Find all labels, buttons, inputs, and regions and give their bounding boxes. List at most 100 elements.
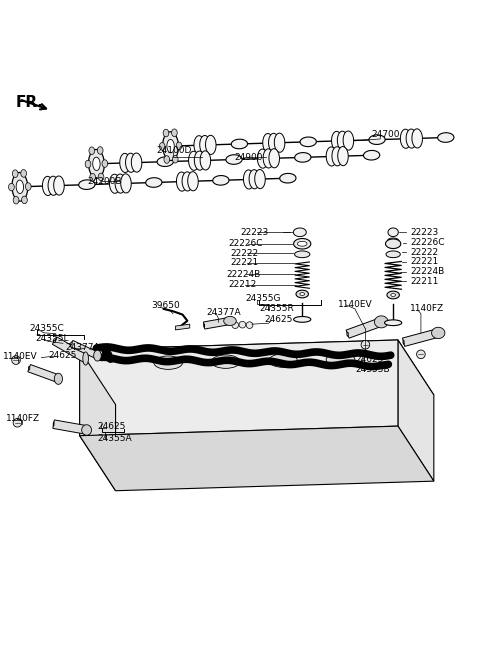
- Polygon shape: [200, 136, 210, 155]
- Polygon shape: [188, 172, 198, 191]
- Polygon shape: [175, 324, 190, 330]
- Text: 1140EV: 1140EV: [338, 300, 373, 308]
- Text: 24625: 24625: [355, 355, 383, 364]
- Polygon shape: [83, 352, 88, 365]
- Text: 24625: 24625: [48, 351, 77, 360]
- Polygon shape: [167, 140, 174, 153]
- Ellipse shape: [326, 353, 355, 366]
- Polygon shape: [22, 196, 27, 204]
- Polygon shape: [172, 155, 178, 163]
- Text: 39650: 39650: [152, 302, 180, 310]
- Polygon shape: [231, 139, 248, 149]
- Polygon shape: [263, 149, 274, 168]
- Polygon shape: [163, 132, 179, 161]
- Text: 1140EV: 1140EV: [3, 352, 38, 361]
- Polygon shape: [194, 151, 205, 170]
- Polygon shape: [48, 176, 59, 195]
- Polygon shape: [326, 147, 336, 166]
- Polygon shape: [90, 173, 96, 181]
- Polygon shape: [417, 350, 425, 359]
- Text: 22222: 22222: [410, 248, 438, 257]
- Polygon shape: [243, 170, 254, 189]
- Text: 22211: 22211: [410, 277, 438, 285]
- Polygon shape: [346, 318, 383, 338]
- Polygon shape: [12, 170, 18, 178]
- Polygon shape: [255, 169, 265, 189]
- Polygon shape: [109, 174, 120, 194]
- Polygon shape: [232, 322, 239, 329]
- Polygon shape: [403, 340, 404, 344]
- Polygon shape: [257, 149, 268, 168]
- Text: 22224B: 22224B: [410, 267, 444, 276]
- Polygon shape: [249, 170, 260, 189]
- Text: FR.: FR.: [16, 94, 44, 110]
- Polygon shape: [98, 173, 104, 181]
- Text: 24355B: 24355B: [355, 365, 389, 374]
- Polygon shape: [224, 316, 236, 325]
- Polygon shape: [16, 180, 24, 194]
- Polygon shape: [12, 182, 28, 192]
- Polygon shape: [54, 373, 62, 384]
- Polygon shape: [9, 183, 14, 191]
- Polygon shape: [369, 135, 385, 144]
- Polygon shape: [120, 154, 130, 173]
- Polygon shape: [295, 153, 311, 162]
- Polygon shape: [80, 340, 398, 436]
- Polygon shape: [80, 350, 116, 491]
- Polygon shape: [239, 321, 246, 328]
- Polygon shape: [157, 157, 173, 167]
- Polygon shape: [438, 133, 454, 142]
- Polygon shape: [120, 174, 131, 193]
- Polygon shape: [13, 419, 22, 427]
- Polygon shape: [263, 134, 273, 153]
- Text: 22226C: 22226C: [228, 239, 263, 248]
- Polygon shape: [88, 159, 105, 169]
- Polygon shape: [200, 151, 211, 170]
- Polygon shape: [387, 291, 399, 298]
- Polygon shape: [146, 178, 162, 188]
- Polygon shape: [385, 239, 401, 249]
- Polygon shape: [85, 160, 91, 168]
- Text: 22226C: 22226C: [410, 238, 444, 247]
- Polygon shape: [42, 176, 53, 195]
- Polygon shape: [300, 137, 316, 146]
- Polygon shape: [52, 337, 88, 362]
- Polygon shape: [80, 340, 434, 405]
- Polygon shape: [332, 147, 343, 166]
- Polygon shape: [115, 174, 126, 193]
- Polygon shape: [177, 172, 187, 191]
- Polygon shape: [398, 340, 434, 481]
- Polygon shape: [386, 251, 400, 258]
- Text: 24355G: 24355G: [246, 294, 281, 303]
- Ellipse shape: [211, 355, 240, 369]
- Polygon shape: [53, 420, 87, 434]
- Polygon shape: [13, 196, 19, 204]
- Polygon shape: [280, 173, 296, 183]
- Polygon shape: [406, 129, 417, 148]
- Text: 24355C: 24355C: [29, 325, 64, 333]
- Polygon shape: [293, 228, 306, 237]
- Text: 22212: 22212: [228, 280, 257, 289]
- Polygon shape: [363, 150, 380, 160]
- Polygon shape: [176, 142, 182, 150]
- Text: 24900: 24900: [234, 153, 263, 162]
- Polygon shape: [338, 146, 348, 166]
- Text: 24625: 24625: [264, 315, 292, 324]
- Polygon shape: [274, 133, 285, 152]
- Polygon shape: [347, 332, 348, 336]
- Text: 24200B: 24200B: [88, 176, 122, 186]
- Text: 24355A: 24355A: [97, 434, 132, 443]
- Polygon shape: [97, 147, 103, 154]
- Text: 24625: 24625: [97, 422, 126, 431]
- Polygon shape: [159, 142, 165, 150]
- Text: 22224B: 22224B: [227, 270, 261, 279]
- Polygon shape: [162, 141, 179, 151]
- Polygon shape: [53, 422, 54, 426]
- Polygon shape: [79, 180, 95, 190]
- Polygon shape: [432, 327, 445, 338]
- Polygon shape: [332, 131, 342, 150]
- Polygon shape: [194, 136, 204, 155]
- Polygon shape: [387, 238, 399, 244]
- Polygon shape: [28, 366, 30, 370]
- Polygon shape: [82, 424, 92, 435]
